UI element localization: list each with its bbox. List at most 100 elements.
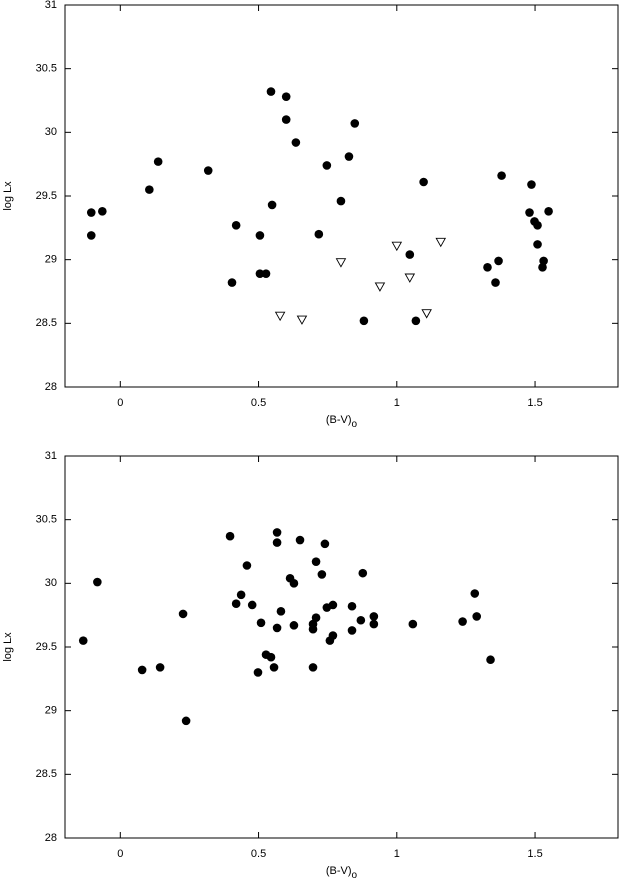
data-point xyxy=(369,612,379,621)
y-tick-label: 31 xyxy=(45,0,57,11)
data-point xyxy=(255,269,265,278)
data-point xyxy=(314,229,324,239)
data-point xyxy=(538,263,547,272)
data-point xyxy=(347,626,357,635)
x-tick-label: 1.5 xyxy=(527,397,542,409)
data-point xyxy=(458,617,467,626)
y-tick-label: 29 xyxy=(45,254,57,266)
data-point xyxy=(225,531,235,541)
upper-limit-marker xyxy=(421,309,432,319)
y-tick-label: 30.5 xyxy=(36,514,57,526)
data-point xyxy=(497,171,506,180)
data-point xyxy=(236,590,246,600)
y-tick-label: 28 xyxy=(45,381,57,393)
data-point xyxy=(533,240,542,249)
data-point xyxy=(419,177,428,187)
upper-limit-marker xyxy=(274,311,286,322)
x-tick-label: 1.5 xyxy=(527,848,542,860)
data-point xyxy=(486,655,495,665)
y-tick-label: 29 xyxy=(45,705,57,717)
data-point xyxy=(369,619,379,629)
y-tick-label: 28 xyxy=(45,832,57,844)
y-axis-label: log Lx xyxy=(2,632,14,662)
data-point xyxy=(308,619,318,629)
data-point xyxy=(533,220,542,230)
data-point xyxy=(247,600,257,610)
data-point xyxy=(328,631,338,640)
data-point xyxy=(272,538,282,547)
data-point xyxy=(527,180,536,189)
data-point xyxy=(311,613,321,623)
data-point xyxy=(86,208,96,217)
plot-frame xyxy=(64,4,619,388)
data-point xyxy=(295,535,305,545)
data-point xyxy=(78,636,88,645)
data-point xyxy=(356,615,366,625)
data-point xyxy=(93,577,102,587)
y-tick-label: 30 xyxy=(45,577,57,589)
data-point xyxy=(231,599,241,609)
data-point xyxy=(272,623,282,633)
x-tick-label: 0.5 xyxy=(251,848,266,860)
x-tick-label: 0 xyxy=(117,848,123,860)
data-point xyxy=(267,200,277,210)
data-point xyxy=(256,618,266,628)
upper-limit-marker xyxy=(374,282,386,292)
data-point xyxy=(544,206,553,216)
x-tick-label: 0.5 xyxy=(251,397,266,409)
data-point xyxy=(322,161,332,170)
data-point xyxy=(137,665,147,675)
data-point xyxy=(336,196,346,206)
data-point xyxy=(405,250,415,259)
x-tick-label: 1 xyxy=(394,848,400,860)
data-point xyxy=(470,589,480,598)
y-tick-label: 31 xyxy=(45,450,57,462)
data-point xyxy=(272,528,282,537)
data-point xyxy=(261,269,271,278)
data-point xyxy=(347,601,357,611)
data-point xyxy=(178,609,188,619)
data-point xyxy=(281,115,291,124)
data-point xyxy=(525,208,534,217)
data-point xyxy=(231,220,241,230)
data-point xyxy=(291,138,301,147)
data-point xyxy=(255,231,265,240)
y-tick-label: 29.5 xyxy=(36,190,57,202)
upper-limit-marker xyxy=(435,237,447,248)
data-point xyxy=(203,166,213,175)
data-point xyxy=(344,152,354,161)
data-point xyxy=(86,231,96,240)
data-point xyxy=(350,119,360,128)
data-point xyxy=(276,607,286,616)
data-point xyxy=(317,570,327,579)
data-point xyxy=(320,539,330,549)
data-point xyxy=(145,185,154,194)
data-point xyxy=(181,716,191,726)
data-point xyxy=(289,621,299,630)
x-axis-label: (B-V)o xyxy=(326,414,358,430)
data-point xyxy=(242,561,252,570)
y-tick-label: 28.5 xyxy=(36,317,57,329)
data-point xyxy=(328,600,338,610)
x-axis-label-subscript: o xyxy=(352,870,358,879)
data-point xyxy=(483,263,492,272)
data-point xyxy=(98,206,107,216)
y-tick-label: 29.5 xyxy=(36,641,57,653)
upper-limit-marker xyxy=(335,258,347,268)
data-point xyxy=(227,278,237,287)
data-point xyxy=(289,579,299,588)
upper-limit-marker xyxy=(296,315,308,325)
upper-limit-marker xyxy=(404,273,416,283)
data-point xyxy=(494,256,503,266)
data-point xyxy=(408,619,418,629)
x-axis-label: (B-V)o xyxy=(326,865,358,879)
y-tick-label: 30.5 xyxy=(36,63,57,75)
y-axis-label: log Lx xyxy=(2,181,14,211)
data-point xyxy=(491,278,500,287)
data-point xyxy=(539,256,548,266)
scatter-chart: 28 28.5 29 29.5 30 30.5 31 0 0.5 1 1.5 (B-V)o log Lx xyxy=(2,450,619,879)
x-axis-label-subscript: o xyxy=(352,419,358,430)
data-point xyxy=(411,316,421,326)
plot-frame xyxy=(64,455,619,839)
